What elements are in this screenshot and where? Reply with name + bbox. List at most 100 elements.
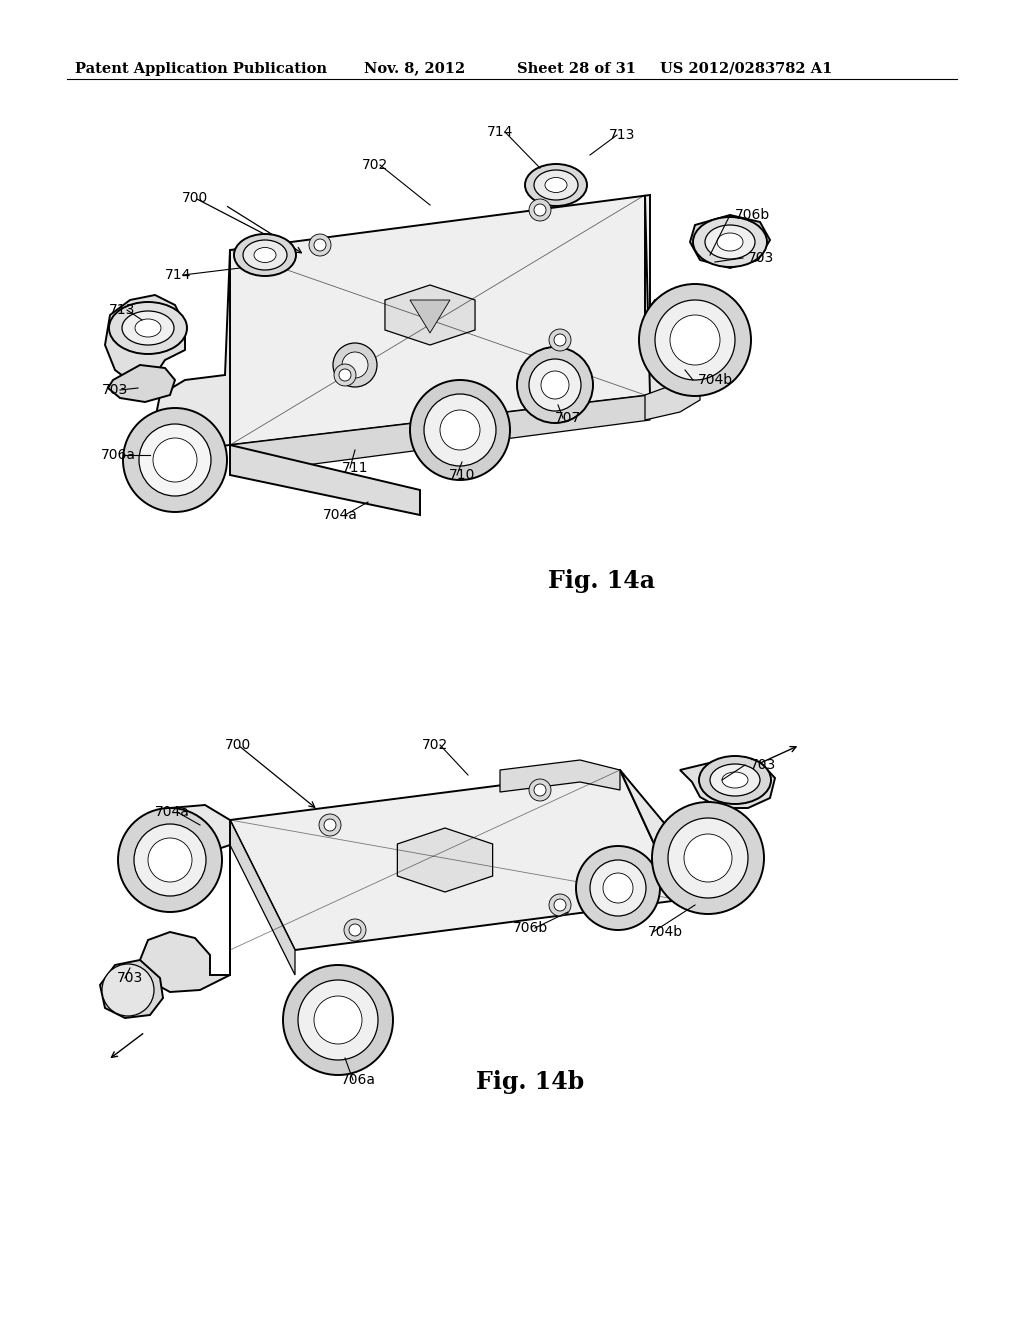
- Ellipse shape: [699, 756, 771, 804]
- Ellipse shape: [243, 240, 287, 271]
- Circle shape: [410, 380, 510, 480]
- Text: 704b: 704b: [648, 925, 683, 939]
- Circle shape: [590, 861, 646, 916]
- Text: 706a: 706a: [341, 1073, 376, 1086]
- Text: 713: 713: [609, 128, 635, 143]
- Text: Fig. 14b: Fig. 14b: [476, 1071, 585, 1094]
- Circle shape: [319, 814, 341, 836]
- Ellipse shape: [545, 177, 567, 193]
- Text: 704a: 704a: [155, 805, 189, 818]
- Circle shape: [314, 239, 326, 251]
- Circle shape: [534, 205, 546, 216]
- Circle shape: [549, 894, 571, 916]
- Circle shape: [575, 846, 660, 931]
- Circle shape: [603, 873, 633, 903]
- Circle shape: [517, 347, 593, 422]
- Circle shape: [148, 838, 193, 882]
- Polygon shape: [230, 395, 650, 475]
- Text: 706a: 706a: [100, 447, 135, 462]
- Circle shape: [549, 329, 571, 351]
- Text: 703: 703: [117, 972, 143, 985]
- Text: 702: 702: [361, 158, 388, 172]
- Text: Patent Application Publication: Patent Application Publication: [75, 62, 327, 75]
- Polygon shape: [645, 375, 700, 420]
- Circle shape: [670, 315, 720, 366]
- Circle shape: [529, 359, 581, 411]
- Text: Nov. 8, 2012: Nov. 8, 2012: [364, 62, 465, 75]
- Text: 710: 710: [449, 469, 475, 482]
- Circle shape: [342, 352, 368, 378]
- Polygon shape: [385, 285, 475, 345]
- Polygon shape: [620, 770, 755, 900]
- Ellipse shape: [693, 216, 767, 267]
- Text: 703: 703: [101, 383, 128, 397]
- Circle shape: [534, 784, 546, 796]
- Circle shape: [118, 808, 222, 912]
- Circle shape: [314, 997, 362, 1044]
- Circle shape: [440, 411, 480, 450]
- Text: 706b: 706b: [512, 921, 548, 935]
- Circle shape: [139, 424, 211, 496]
- Text: 704a: 704a: [323, 508, 357, 521]
- Circle shape: [333, 343, 377, 387]
- Polygon shape: [155, 249, 230, 450]
- Ellipse shape: [705, 224, 755, 259]
- Circle shape: [554, 899, 566, 911]
- Circle shape: [684, 834, 732, 882]
- Circle shape: [344, 919, 366, 941]
- Polygon shape: [690, 215, 770, 268]
- Circle shape: [639, 284, 751, 396]
- Ellipse shape: [109, 302, 187, 354]
- Ellipse shape: [722, 772, 748, 788]
- Text: 700: 700: [225, 738, 251, 752]
- Circle shape: [349, 924, 361, 936]
- Circle shape: [324, 818, 336, 832]
- Polygon shape: [680, 758, 775, 808]
- Ellipse shape: [122, 312, 174, 345]
- Polygon shape: [645, 195, 725, 395]
- Ellipse shape: [717, 234, 743, 251]
- Polygon shape: [230, 820, 295, 975]
- Text: Fig. 14a: Fig. 14a: [548, 569, 654, 593]
- Text: 704b: 704b: [698, 374, 733, 387]
- Text: 713: 713: [109, 304, 135, 317]
- Text: US 2012/0283782 A1: US 2012/0283782 A1: [660, 62, 833, 75]
- Polygon shape: [100, 960, 163, 1018]
- Circle shape: [123, 408, 227, 512]
- Circle shape: [153, 438, 197, 482]
- Text: 700: 700: [182, 191, 208, 205]
- Ellipse shape: [534, 170, 578, 201]
- Circle shape: [298, 979, 378, 1060]
- Polygon shape: [105, 294, 185, 395]
- Circle shape: [283, 965, 393, 1074]
- Text: 706b: 706b: [735, 209, 770, 222]
- Text: 714: 714: [486, 125, 513, 139]
- Polygon shape: [148, 805, 230, 861]
- Text: 703: 703: [750, 758, 776, 772]
- Ellipse shape: [254, 248, 276, 263]
- Text: 714: 714: [165, 268, 191, 282]
- Ellipse shape: [135, 319, 161, 337]
- Circle shape: [309, 234, 331, 256]
- Text: 711: 711: [342, 461, 369, 475]
- Text: 707: 707: [555, 411, 582, 425]
- Circle shape: [134, 824, 206, 896]
- Circle shape: [339, 370, 351, 381]
- Circle shape: [554, 334, 566, 346]
- Polygon shape: [230, 195, 650, 445]
- Circle shape: [541, 371, 569, 399]
- Polygon shape: [500, 760, 620, 792]
- Polygon shape: [230, 770, 680, 950]
- Text: 702: 702: [422, 738, 449, 752]
- Circle shape: [529, 199, 551, 220]
- Text: 703: 703: [748, 251, 774, 265]
- Circle shape: [668, 818, 748, 898]
- Text: Sheet 28 of 31: Sheet 28 of 31: [517, 62, 636, 75]
- Ellipse shape: [525, 164, 587, 206]
- Polygon shape: [410, 300, 450, 333]
- Circle shape: [655, 300, 735, 380]
- Polygon shape: [397, 828, 493, 892]
- Circle shape: [102, 964, 154, 1016]
- Circle shape: [529, 779, 551, 801]
- Polygon shape: [108, 366, 175, 403]
